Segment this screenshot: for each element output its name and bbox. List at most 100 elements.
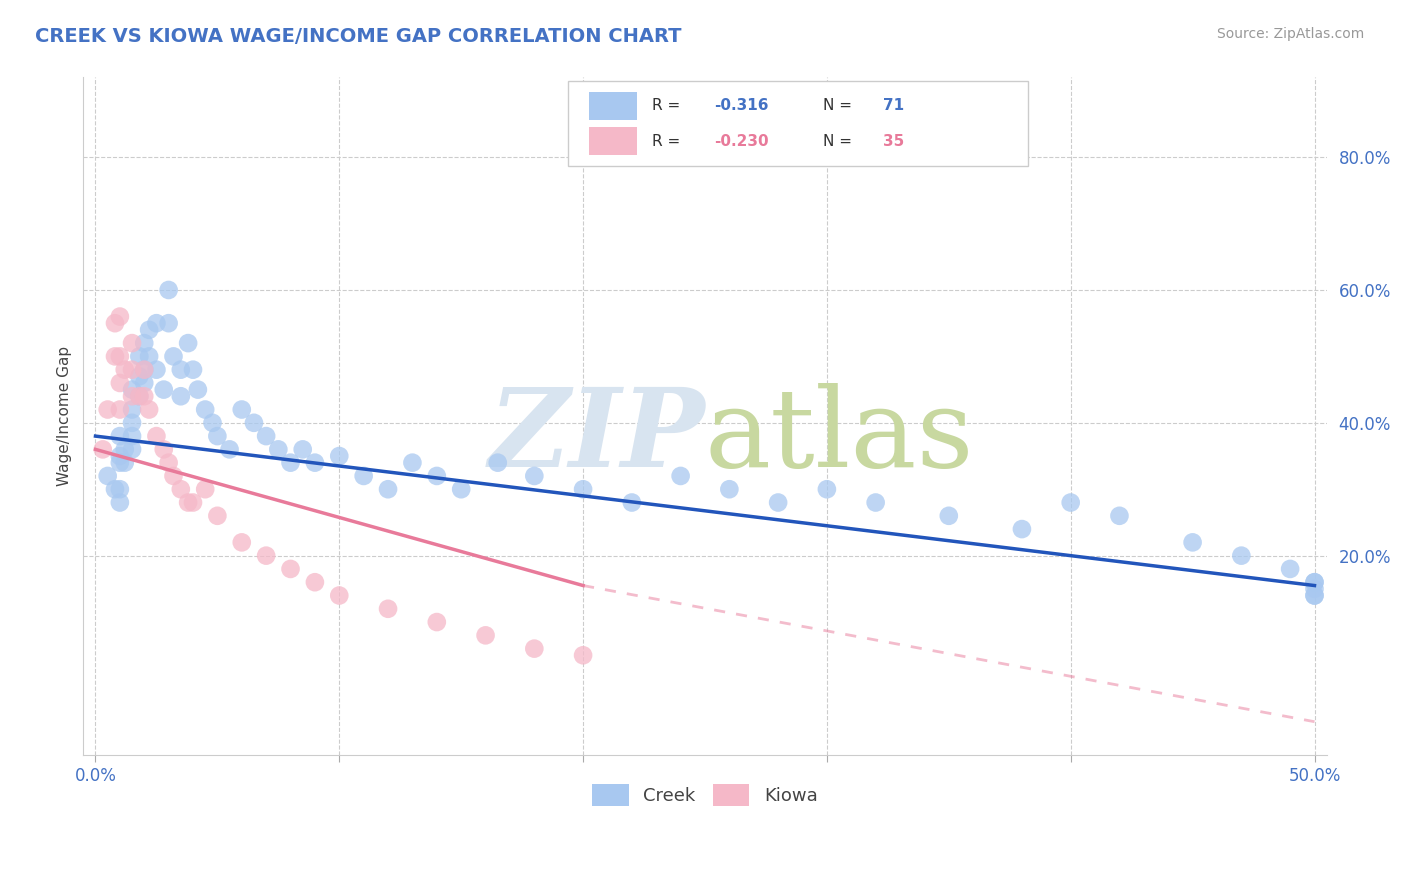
Point bbox=[328, 449, 350, 463]
Point bbox=[157, 456, 180, 470]
Text: CREEK VS KIOWA WAGE/INCOME GAP CORRELATION CHART: CREEK VS KIOWA WAGE/INCOME GAP CORRELATI… bbox=[35, 27, 682, 45]
Point bbox=[1303, 589, 1326, 603]
Point bbox=[104, 350, 127, 364]
Point bbox=[194, 482, 217, 496]
Point bbox=[121, 389, 143, 403]
Point bbox=[145, 429, 167, 443]
Point bbox=[669, 469, 692, 483]
Point bbox=[328, 589, 350, 603]
Point bbox=[426, 469, 449, 483]
Y-axis label: Wage/Income Gap: Wage/Income Gap bbox=[58, 346, 72, 486]
Point bbox=[128, 369, 150, 384]
Point bbox=[218, 442, 240, 457]
Point bbox=[377, 482, 399, 496]
Point bbox=[1181, 535, 1204, 549]
Point bbox=[523, 641, 546, 656]
Point bbox=[134, 362, 156, 376]
Point bbox=[1230, 549, 1253, 563]
Point bbox=[207, 429, 229, 443]
Point bbox=[162, 350, 184, 364]
Text: atlas: atlas bbox=[704, 383, 974, 490]
Point bbox=[145, 362, 167, 376]
Point bbox=[181, 362, 204, 376]
Point bbox=[91, 442, 114, 457]
Point bbox=[231, 402, 253, 417]
Point bbox=[108, 350, 131, 364]
Point bbox=[304, 456, 326, 470]
Text: N =: N = bbox=[823, 134, 858, 149]
Point bbox=[97, 469, 120, 483]
Text: -0.230: -0.230 bbox=[714, 134, 768, 149]
Point bbox=[620, 495, 643, 509]
Point bbox=[486, 456, 509, 470]
Point bbox=[401, 456, 423, 470]
Point bbox=[121, 402, 143, 417]
Point bbox=[280, 562, 302, 576]
Point bbox=[138, 350, 160, 364]
Point bbox=[121, 416, 143, 430]
Text: ZIP: ZIP bbox=[488, 383, 704, 491]
Text: -0.316: -0.316 bbox=[714, 98, 768, 113]
Point bbox=[108, 456, 131, 470]
Point bbox=[97, 402, 120, 417]
Point bbox=[128, 350, 150, 364]
Point bbox=[157, 283, 180, 297]
Point bbox=[108, 495, 131, 509]
Point bbox=[121, 429, 143, 443]
Point bbox=[523, 469, 546, 483]
Point bbox=[865, 495, 887, 509]
Point bbox=[194, 402, 217, 417]
Point bbox=[267, 442, 290, 457]
Point bbox=[145, 316, 167, 330]
Point bbox=[134, 389, 156, 403]
Point bbox=[114, 362, 136, 376]
Point bbox=[128, 389, 150, 403]
Point bbox=[1060, 495, 1083, 509]
Text: Source: ZipAtlas.com: Source: ZipAtlas.com bbox=[1216, 27, 1364, 41]
Point bbox=[108, 449, 131, 463]
Point bbox=[121, 383, 143, 397]
Point bbox=[766, 495, 789, 509]
Point bbox=[207, 508, 229, 523]
Text: R =: R = bbox=[651, 98, 685, 113]
Point bbox=[938, 508, 960, 523]
Point bbox=[353, 469, 375, 483]
Point bbox=[291, 442, 314, 457]
Point bbox=[377, 601, 399, 615]
Point bbox=[121, 442, 143, 457]
Point bbox=[138, 323, 160, 337]
Point bbox=[1303, 582, 1326, 596]
Point bbox=[280, 456, 302, 470]
Point bbox=[572, 648, 595, 663]
Point bbox=[104, 482, 127, 496]
Point bbox=[572, 482, 595, 496]
Point bbox=[121, 362, 143, 376]
Point bbox=[1279, 562, 1302, 576]
Point bbox=[121, 336, 143, 351]
Point bbox=[815, 482, 838, 496]
Text: 35: 35 bbox=[883, 134, 904, 149]
Point bbox=[104, 316, 127, 330]
Point bbox=[177, 495, 200, 509]
Point bbox=[304, 575, 326, 590]
Point bbox=[152, 383, 174, 397]
Point bbox=[254, 549, 277, 563]
Point bbox=[1011, 522, 1033, 536]
Point bbox=[170, 482, 193, 496]
Point bbox=[426, 615, 449, 629]
Point bbox=[187, 383, 209, 397]
Point bbox=[108, 429, 131, 443]
Point bbox=[134, 376, 156, 390]
Text: 71: 71 bbox=[883, 98, 904, 113]
Point bbox=[170, 362, 193, 376]
Legend: Creek, Kiowa: Creek, Kiowa bbox=[585, 777, 825, 814]
Bar bbox=[589, 92, 637, 120]
FancyBboxPatch shape bbox=[568, 81, 1028, 166]
Text: N =: N = bbox=[823, 98, 858, 113]
Point bbox=[128, 389, 150, 403]
Point bbox=[181, 495, 204, 509]
Point bbox=[108, 482, 131, 496]
Point bbox=[450, 482, 472, 496]
Point bbox=[108, 376, 131, 390]
Point bbox=[231, 535, 253, 549]
